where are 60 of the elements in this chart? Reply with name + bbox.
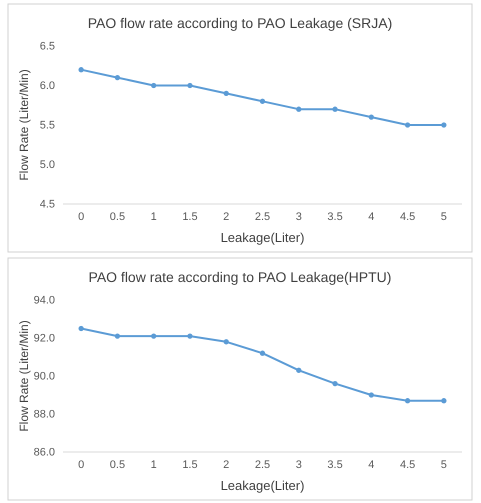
x-tick-label: 2.5 bbox=[254, 458, 270, 471]
x-tick-label: 4.5 bbox=[400, 210, 416, 223]
y-tick-label: 92.0 bbox=[34, 332, 55, 345]
point bbox=[260, 350, 266, 356]
y-tick-label: 5.5 bbox=[40, 120, 55, 132]
point bbox=[332, 380, 338, 386]
x-tick-label: 0.5 bbox=[110, 458, 126, 471]
x-axis-title: Leakage(Liter) bbox=[220, 230, 304, 245]
x-tick-label: 2 bbox=[223, 210, 230, 223]
y-tick-label: 4.5 bbox=[40, 198, 55, 211]
point bbox=[368, 114, 374, 120]
point bbox=[151, 333, 156, 339]
x-tick-label: 0.5 bbox=[110, 210, 126, 223]
y-tick-label: 6.0 bbox=[40, 80, 55, 92]
point bbox=[114, 74, 120, 80]
y-tick-label: 5.0 bbox=[40, 159, 55, 172]
x-tick-label: 1.5 bbox=[182, 210, 198, 223]
y-tick-label: 94.0 bbox=[34, 294, 55, 307]
x-tick-label: 4.5 bbox=[400, 458, 416, 471]
point bbox=[224, 339, 229, 344]
x-tick-label: 4 bbox=[368, 458, 374, 471]
point bbox=[78, 326, 84, 332]
x-tick-label: 1 bbox=[150, 210, 157, 223]
x-tick-label: 5 bbox=[440, 458, 447, 471]
chart-title: PAO flow rate according to PAO Leakage(HPTU) bbox=[88, 269, 392, 285]
y-axis-title: Flow Rate (Liter/Min) bbox=[17, 69, 31, 181]
point bbox=[441, 398, 447, 404]
point bbox=[404, 122, 410, 128]
x-tick-label: 3.5 bbox=[327, 458, 343, 471]
y-tick-label: 86.0 bbox=[34, 446, 55, 459]
x-axis-title: Leakage(Liter) bbox=[220, 478, 304, 493]
y-tick-label: 88.0 bbox=[34, 408, 55, 421]
chart-title: PAO flow rate according to PAO Leakage (SRJA) bbox=[88, 15, 392, 31]
point bbox=[404, 398, 410, 404]
y-axis-title: Flow Rate (Liter/Min) bbox=[17, 320, 31, 432]
y-tick-label: 6.5 bbox=[40, 40, 55, 53]
point bbox=[151, 82, 156, 88]
point bbox=[332, 106, 338, 112]
x-tick-label: 2.5 bbox=[254, 210, 270, 223]
x-tick-label: 0 bbox=[78, 458, 84, 471]
point bbox=[187, 82, 193, 88]
y-tick-label: 90.0 bbox=[34, 370, 55, 383]
point bbox=[114, 333, 120, 339]
point bbox=[296, 106, 302, 112]
x-tick-label: 2 bbox=[223, 458, 230, 471]
point bbox=[187, 333, 193, 339]
x-tick-label: 0 bbox=[78, 210, 84, 223]
x-tick-label: 3 bbox=[296, 210, 302, 223]
x-tick-label: 5 bbox=[440, 210, 447, 223]
point bbox=[296, 368, 302, 373]
x-tick-label: 1 bbox=[150, 458, 157, 471]
x-tick-label: 1.5 bbox=[182, 458, 198, 471]
point bbox=[441, 122, 447, 128]
x-tick-label: 4 bbox=[368, 210, 374, 223]
x-tick-label: 3.5 bbox=[327, 210, 343, 223]
x-tick-label: 3 bbox=[296, 458, 302, 471]
point bbox=[368, 392, 374, 398]
point bbox=[78, 67, 84, 72]
point bbox=[224, 90, 229, 96]
point bbox=[260, 98, 266, 104]
